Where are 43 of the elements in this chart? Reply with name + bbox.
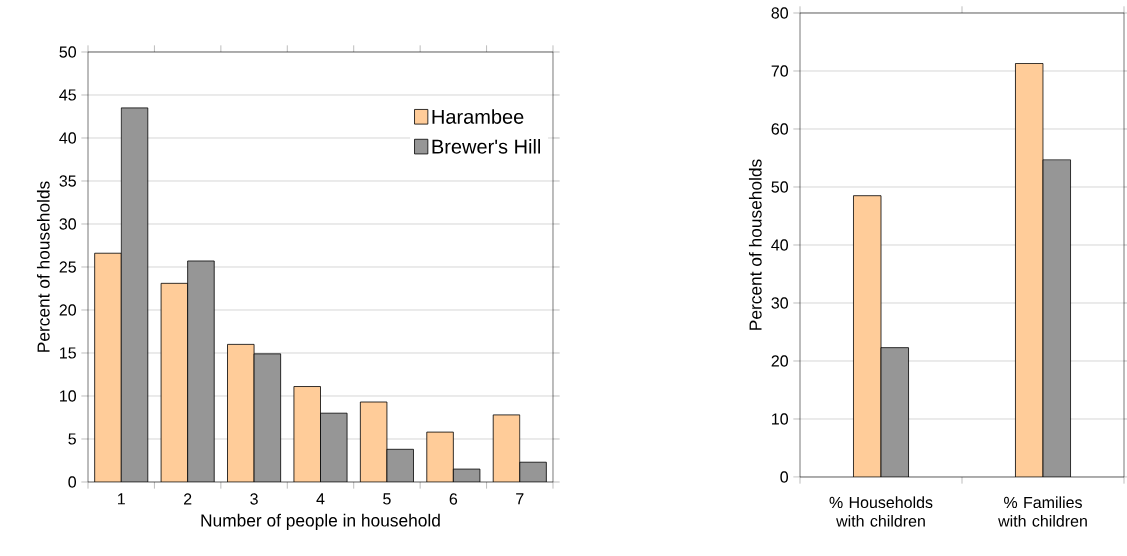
y-tick-label: 70 [771,65,789,77]
x-tick-label: 6 [449,493,458,505]
y-tick-label: 45 [59,89,76,101]
y-tick-label: 0 [68,476,77,488]
x-tick-label: 3 [250,493,258,505]
y-tick-label: 30 [59,218,77,230]
y-tick-label: 15 [60,347,76,359]
bar [94,252,122,482]
y-tick-label: 30 [771,297,789,309]
bar [359,401,388,482]
y-tick-label: 50 [771,181,789,193]
bar [880,347,909,477]
y-tick-label: 60 [771,123,789,135]
bar [293,386,321,482]
bar [160,282,189,482]
y-tick-label: 35 [59,175,76,187]
x-tick-label: 1 [117,493,125,505]
x-tick-label: 2 [184,493,192,505]
y-tick-label: 10 [772,413,789,425]
x-tick-label: 5 [383,493,391,505]
x-tick-label: 4 [316,493,325,505]
y-tick-label: 20 [59,304,77,316]
y-axis-title: Percent of households [36,181,50,352]
bar [492,414,521,482]
x-tick-label: % Families with children [998,496,1087,527]
bar [227,343,255,482]
y-tick-label: 0 [780,471,789,483]
bar [1042,159,1071,477]
y-tick-label: 25 [59,261,76,273]
legend-label: Harambee [432,109,524,124]
y-tick-label: 40 [59,132,77,144]
y-tick-label: 40 [771,239,789,251]
y-axis-title: Percent of households [748,159,762,330]
y-tick-label: 10 [60,390,77,402]
y-tick-label: 80 [771,7,789,19]
x-tick-label: % Households with children [829,496,933,527]
x-axis-title: Number of people in household [201,513,440,530]
legend-label: Brewer's Hill [432,139,541,154]
y-tick-label: 5 [68,433,76,445]
bar [426,431,454,482]
x-tick-label: 7 [516,493,524,505]
y-tick-label: 20 [771,355,789,367]
y-tick-label: 50 [59,46,77,58]
